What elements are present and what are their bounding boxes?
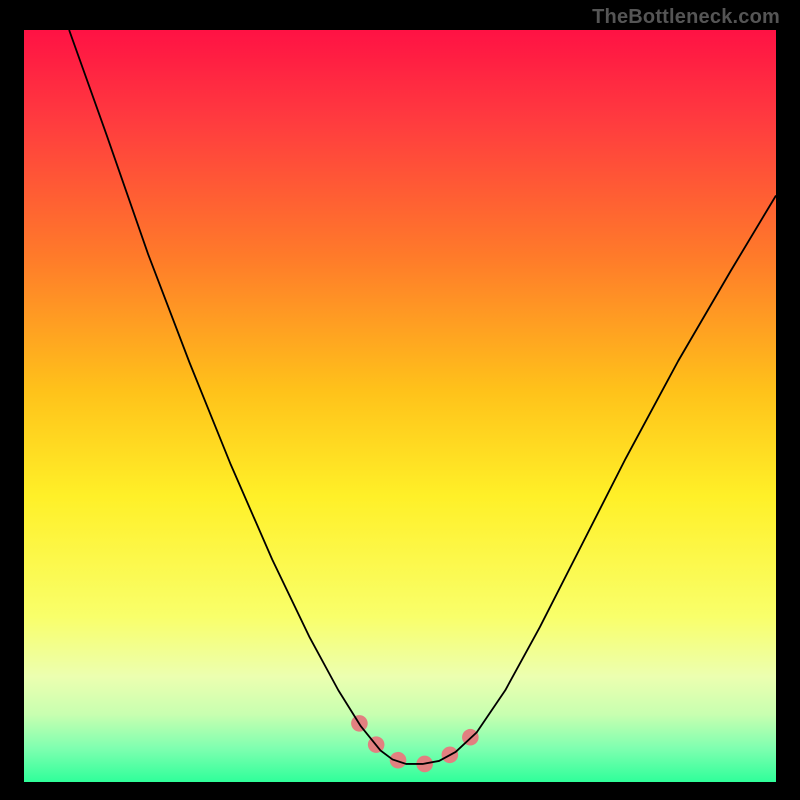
gradient-background (24, 30, 776, 782)
watermark-text: TheBottleneck.com (592, 6, 780, 29)
plot-area (24, 30, 776, 782)
chart-frame: TheBottleneck.com (0, 0, 800, 800)
bottleneck-chart (24, 30, 776, 782)
